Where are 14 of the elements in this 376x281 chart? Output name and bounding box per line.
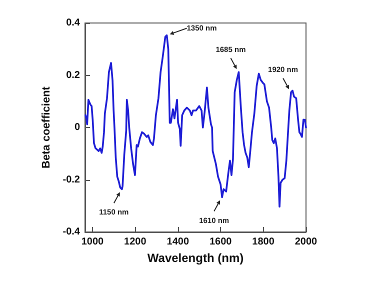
x-axis-title: Wavelength (nm) xyxy=(147,251,244,265)
x-tick-label: 1200 xyxy=(124,236,147,248)
x-tick-label: 1400 xyxy=(166,236,190,248)
y-tick-label: -0.2 xyxy=(62,174,80,186)
y-axis-title: Beta coefficient xyxy=(40,86,52,168)
x-tick-label: 1800 xyxy=(252,236,275,248)
y-tick-label: -0.4 xyxy=(62,226,80,238)
x-tick-label: 2000 xyxy=(294,236,318,248)
x-tick-label: 1000 xyxy=(81,236,104,248)
line-series xyxy=(84,34,307,208)
y-tick-label: 0 xyxy=(74,122,80,133)
x-tick-label: 1600 xyxy=(209,236,232,248)
y-tick-label: 0.2 xyxy=(66,70,80,81)
y-tick-label: 0.4 xyxy=(66,18,80,28)
